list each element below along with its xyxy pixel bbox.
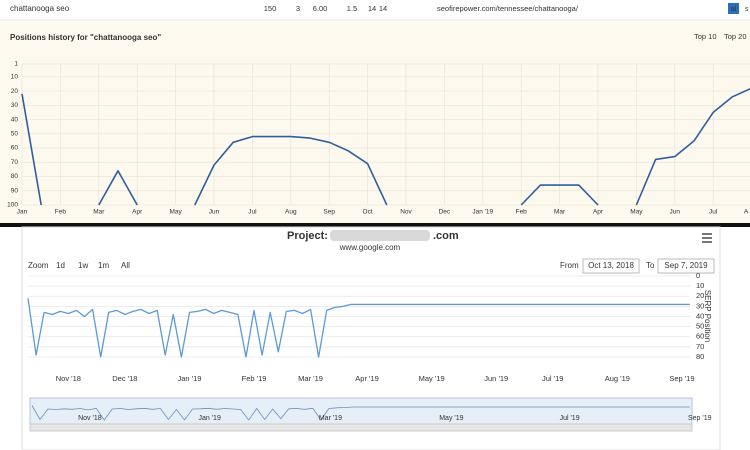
x-tick-label: May [169, 209, 182, 216]
zoom-button[interactable]: 1w [78, 261, 88, 270]
table-cell: 6.00 [313, 4, 328, 13]
x-tick-label: Dec '18 [112, 374, 137, 383]
project-label: Project: [287, 230, 328, 242]
navigator-label: Nov '18 [78, 415, 102, 422]
x-tick-label: Jul [248, 209, 257, 216]
x-tick-label: Nov [400, 209, 412, 216]
y-tick-label: 10 [696, 281, 704, 290]
x-tick-label: Aug [285, 209, 297, 216]
y-tick-label: 30 [11, 102, 19, 109]
from-label: From [560, 261, 579, 270]
y-tick-label: 70 [696, 342, 704, 351]
navigator-label: Jan '19 [198, 415, 220, 422]
x-tick-label: Aug '19 [605, 374, 630, 383]
x-tick-label: Sep '19 [669, 374, 694, 383]
x-tick-label: Apr [593, 209, 604, 216]
history-panel [0, 21, 750, 223]
series-line [27, 298, 690, 358]
x-tick-label: Apr '19 [355, 374, 379, 383]
y-tick-label: 80 [11, 173, 19, 180]
top-button[interactable]: Top 10 [694, 32, 717, 41]
y-tick-label: 30 [696, 301, 704, 310]
x-tick-label: Mar [93, 209, 105, 216]
from-date: Oct 13, 2018 [588, 261, 634, 270]
y-tick-label: 20 [11, 88, 19, 95]
zoom-button[interactable]: 1d [56, 261, 65, 270]
table-row [0, 0, 750, 20]
x-tick-label: Mar '19 [298, 374, 323, 383]
x-tick-label: Dec [439, 209, 451, 216]
from-input[interactable] [582, 258, 640, 274]
table-cell: 150 [264, 4, 277, 13]
x-tick-label: Feb [55, 209, 67, 216]
x-tick-label: Jul [709, 209, 718, 216]
x-tick-label: May [630, 209, 643, 216]
y-tick-label: 60 [11, 145, 19, 152]
zoom-label: Zoom [28, 261, 49, 270]
navigator-label: Mar '19 [319, 415, 342, 422]
blurred-name [330, 230, 430, 241]
series-line [21, 88, 750, 206]
x-tick-label: Oct [363, 209, 373, 216]
x-tick-label: Jun '19 [484, 374, 508, 383]
navigator[interactable] [29, 397, 693, 425]
divider [0, 223, 750, 227]
y-tick-label: 20 [696, 291, 704, 300]
chart-title: Positions history for "chattanooga seo" [10, 33, 161, 42]
y-tick-label: 70 [11, 159, 19, 166]
y-tick-label: 50 [696, 322, 704, 331]
to-input[interactable] [657, 258, 715, 274]
y-tick-label: 50 [11, 131, 19, 138]
menu-icon[interactable] [702, 233, 712, 243]
y-tick-label: 40 [11, 116, 19, 123]
y-tick-label: 80 [696, 352, 704, 361]
x-tick-label: Jan '19 [472, 209, 493, 216]
icon-box[interactable] [728, 3, 739, 14]
table-cell: 14 [379, 4, 387, 13]
y-tick-label: 100 [7, 202, 18, 209]
keyword-link[interactable]: chattanooga seo [10, 4, 70, 13]
to-label: To [646, 261, 655, 270]
table-cell: 1.5 [347, 4, 357, 13]
x-tick-label: Jul '19 [542, 374, 563, 383]
zoom-button[interactable]: All [121, 261, 130, 270]
x-tick-label: Jan '19 [177, 374, 201, 383]
y-axis-title: SERP Position [703, 290, 712, 342]
x-tick-label: Mar [554, 209, 566, 216]
zoom-button[interactable]: 1m [98, 261, 109, 270]
y-tick-label: 10 [11, 74, 19, 81]
to-date: Sep 7, 2019 [664, 261, 708, 270]
y-tick-label: 1 [14, 61, 18, 68]
navigator-label: Jul '19 [560, 415, 580, 422]
x-tick-label: Jan [17, 209, 28, 216]
y-tick-label: 60 [696, 332, 704, 341]
icon: al [731, 6, 737, 13]
x-tick-label: Jun [670, 209, 681, 216]
y-tick-label: 90 [11, 187, 19, 194]
icon: s [745, 6, 749, 13]
x-tick-label: Sep [323, 209, 335, 216]
project-suffix: .com [433, 230, 459, 242]
subtitle: www.google.com [339, 243, 401, 252]
x-tick-label: Jun [209, 209, 220, 216]
x-tick-label: Feb '19 [242, 374, 267, 383]
navigator-label: Sep '19 [688, 415, 712, 422]
table-cell: 3 [296, 4, 300, 13]
top-button[interactable]: Top 20 [724, 32, 747, 41]
x-tick-label: Feb [516, 209, 528, 216]
navigator-label: May '19 [439, 415, 463, 422]
url-link[interactable]: seofirepower.com/tennessee/chattanooga/ [437, 4, 579, 13]
x-tick-label: Nov '18 [56, 374, 81, 383]
x-tick-label: May '19 [419, 374, 445, 383]
scrollbar[interactable] [29, 423, 693, 432]
table-cell: 14 [368, 4, 376, 13]
x-tick-label: A [744, 209, 749, 216]
y-tick-label: 0 [696, 271, 700, 280]
y-tick-label: 40 [696, 311, 704, 320]
x-tick-label: Apr [132, 209, 143, 216]
navigator-line [31, 405, 690, 421]
